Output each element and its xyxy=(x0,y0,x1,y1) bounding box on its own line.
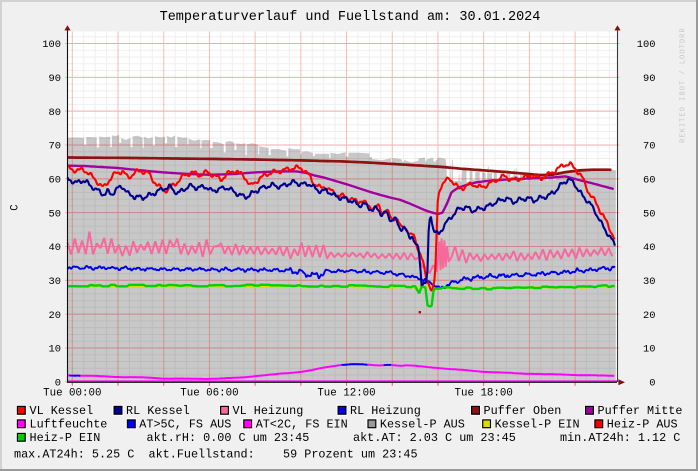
svg-text:60: 60 xyxy=(49,175,61,187)
svg-text:B: B xyxy=(680,91,688,96)
svg-text:50: 50 xyxy=(49,208,61,220)
svg-text:Puffer Oben: Puffer Oben xyxy=(484,404,562,418)
svg-text:40: 40 xyxy=(49,242,61,254)
svg-text:O: O xyxy=(680,86,688,90)
svg-text:Tue 18:00: Tue 18:00 xyxy=(455,388,513,400)
svg-text:30: 30 xyxy=(49,276,61,288)
svg-text:70: 70 xyxy=(49,141,61,153)
svg-text:/: / xyxy=(680,70,688,74)
svg-text:10: 10 xyxy=(49,344,61,356)
svg-text:10: 10 xyxy=(643,344,655,356)
svg-text:L: L xyxy=(680,60,688,64)
svg-text:T: T xyxy=(680,43,688,48)
svg-text:20: 20 xyxy=(643,310,655,322)
svg-text:R: R xyxy=(680,28,688,33)
svg-text:Temperaturverlauf und Fuellsta: Temperaturverlauf und Fuellstand am: 30.… xyxy=(160,10,541,25)
svg-text:20: 20 xyxy=(49,310,61,322)
svg-text:I: I xyxy=(680,97,688,101)
svg-text:Tue 06:00: Tue 06:00 xyxy=(180,388,238,400)
svg-text:90: 90 xyxy=(643,73,655,85)
svg-text:80: 80 xyxy=(49,107,61,119)
svg-text:100: 100 xyxy=(637,39,656,51)
svg-text:E: E xyxy=(680,112,688,116)
svg-text:VL Kessel: VL Kessel xyxy=(30,404,94,418)
svg-text:min.AT24h: 1.12 C: min.AT24h: 1.12 C xyxy=(560,431,680,445)
svg-text:RL Heizung: RL Heizung xyxy=(350,404,421,418)
svg-text:O: O xyxy=(680,107,688,111)
svg-text:R: R xyxy=(680,138,688,143)
svg-text:0: 0 xyxy=(55,378,61,390)
svg-text:Luftfeuchte: Luftfeuchte xyxy=(30,418,108,432)
svg-text:Heiz-P AUS: Heiz-P AUS xyxy=(607,418,678,432)
svg-text:80: 80 xyxy=(643,107,655,119)
svg-text:I: I xyxy=(680,123,688,127)
svg-text:Kessel-P AUS: Kessel-P AUS xyxy=(380,418,465,432)
svg-text:O: O xyxy=(680,55,688,59)
svg-text:Kessel-P EIN: Kessel-P EIN xyxy=(495,418,580,432)
svg-text:50: 50 xyxy=(643,208,655,220)
svg-text:AT>5C, FS AUS: AT>5C, FS AUS xyxy=(139,418,231,432)
svg-text:K: K xyxy=(680,127,688,132)
svg-text:60: 60 xyxy=(643,175,655,187)
svg-text:100: 100 xyxy=(42,39,61,51)
svg-text:0: 0 xyxy=(649,378,655,390)
svg-text:T: T xyxy=(680,80,688,85)
svg-text:30: 30 xyxy=(643,276,655,288)
svg-text:O: O xyxy=(680,49,688,53)
svg-text:E: E xyxy=(680,133,688,137)
svg-text:VL Heizung: VL Heizung xyxy=(233,404,304,418)
svg-text:AT<2C, FS EIN: AT<2C, FS EIN xyxy=(256,418,348,432)
svg-text:akt.AT: 2.03 C um 23:45: akt.AT: 2.03 C um 23:45 xyxy=(353,431,516,445)
svg-text:RL Kessel: RL Kessel xyxy=(126,404,190,418)
svg-text:Tue 00:00: Tue 00:00 xyxy=(43,388,101,400)
svg-text:Puffer Mitte: Puffer Mitte xyxy=(598,404,683,418)
svg-text:90: 90 xyxy=(49,73,61,85)
svg-text:T: T xyxy=(680,117,688,122)
svg-text:Tue 12:00: Tue 12:00 xyxy=(317,388,375,400)
svg-text:70: 70 xyxy=(643,141,655,153)
svg-text:akt.rH: 0.00 C um 23:45: akt.rH: 0.00 C um 23:45 xyxy=(147,431,310,445)
svg-text:C: C xyxy=(10,204,22,210)
svg-text:40: 40 xyxy=(643,242,655,254)
svg-text:max.AT24h: 5.25 C akt.Fuellst: max.AT24h: 5.25 C akt.Fuellstand: 59 Pro… xyxy=(14,448,418,462)
svg-text:R: R xyxy=(680,33,688,38)
svg-text:Heiz-P EIN: Heiz-P EIN xyxy=(30,431,101,445)
svg-text:D: D xyxy=(680,39,688,43)
